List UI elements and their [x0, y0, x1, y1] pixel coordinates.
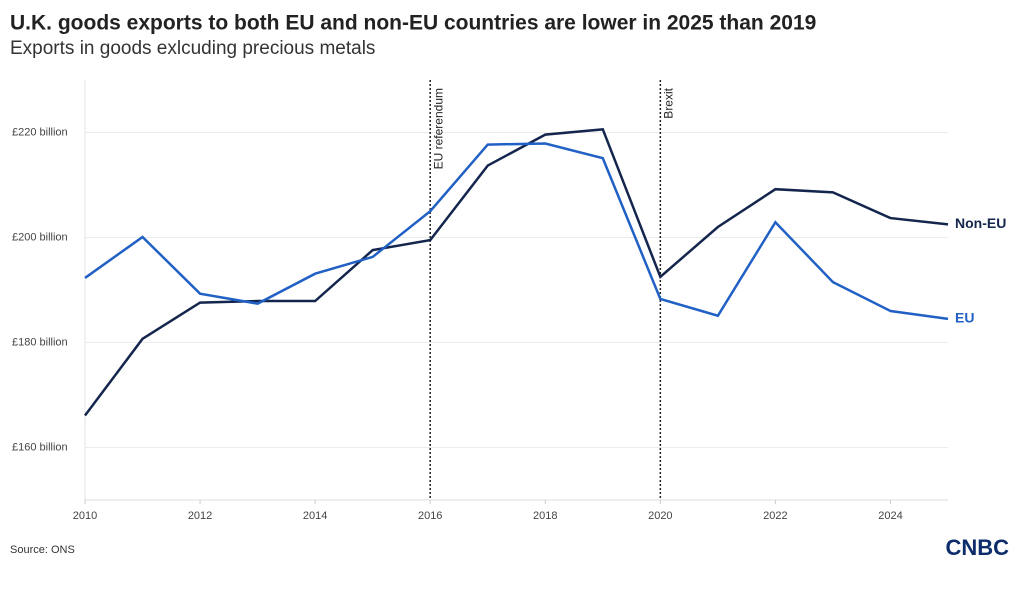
brand-logo: CNBC [945, 535, 1009, 560]
source: Source: ONS [10, 544, 75, 556]
y-tick-label: £160 billion [12, 441, 68, 453]
annotation-label: EU referendum [431, 88, 445, 169]
x-tick-label: 2012 [188, 510, 212, 522]
x-tick-label: 2010 [73, 510, 97, 522]
y-tick-label: £180 billion [12, 336, 68, 348]
series-label: EU [955, 310, 974, 326]
annotation-label: Brexit [662, 87, 676, 118]
series-label: Non-EU [955, 215, 1006, 231]
chart-title: U.K. goods exports to both EU and non-EU… [10, 12, 816, 35]
x-tick-label: 2022 [763, 510, 787, 522]
chart-subtitle: Exports in goods exlcuding precious meta… [10, 38, 375, 59]
x-tick-label: 2018 [533, 510, 557, 522]
series-line [84, 142, 949, 321]
x-tick-label: 2024 [878, 510, 902, 522]
y-tick-label: £200 billion [12, 231, 68, 243]
y-tick-label: £220 billion [12, 126, 68, 138]
x-tick-label: 2014 [303, 510, 327, 522]
series-line [84, 128, 949, 417]
x-tick-label: 2016 [418, 510, 442, 522]
x-tick-label: 2020 [648, 510, 672, 522]
